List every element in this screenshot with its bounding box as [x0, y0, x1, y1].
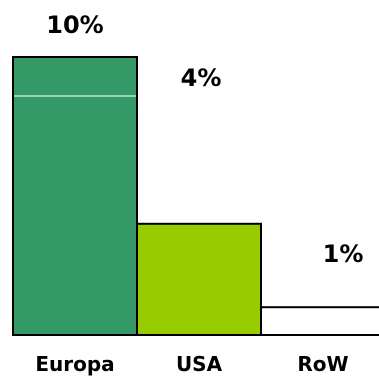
x-tick-label-europa: Europa — [35, 352, 114, 376]
data-label-europa: 10% — [46, 11, 103, 39]
data-label-usa: 4% — [181, 64, 222, 92]
x-tick-label-row: RoW — [297, 352, 348, 376]
bar-row — [260, 306, 379, 337]
bar-europa — [12, 56, 138, 336]
data-label-row: 1% — [323, 240, 364, 268]
bar-usa — [136, 222, 262, 336]
x-tick-label-usa: USA — [176, 352, 223, 376]
